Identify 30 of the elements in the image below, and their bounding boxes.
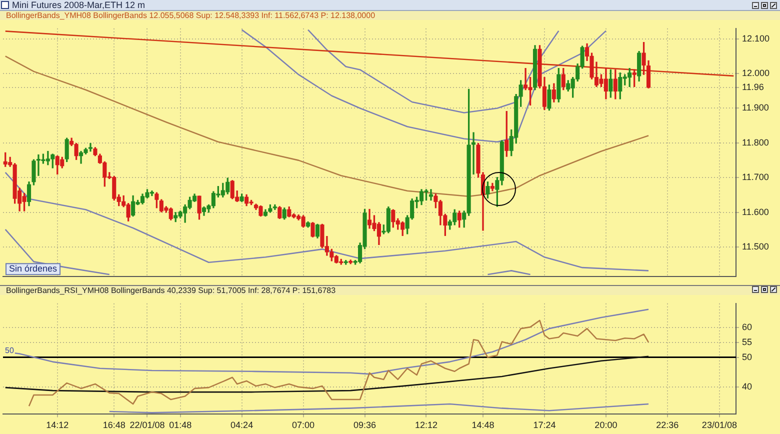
- y-tick-label: 60: [742, 322, 752, 332]
- annotation: Sin órdenes: [9, 264, 58, 274]
- y-tick-label: 40: [742, 382, 752, 392]
- y-tick-label: 11.96: [742, 82, 764, 92]
- x-tick-label: 22/01/08: [130, 420, 165, 430]
- y-tick-label: 50: [742, 352, 752, 362]
- x-tick-label: 04:24: [230, 420, 254, 430]
- x-tick-label: 20:00: [594, 420, 618, 430]
- x-tick-label: 14:48: [472, 420, 494, 430]
- x-tick-label: 22:36: [656, 420, 679, 430]
- x-tick-label: 09:36: [354, 420, 376, 430]
- x-tick-label: 14:12: [46, 420, 69, 430]
- y-tick-label: 11.500: [742, 242, 769, 252]
- y-tick-label: 11.900: [742, 102, 769, 113]
- y-tick-label: 55: [742, 336, 752, 347]
- chart-title: Mini Futures 2008-Mar,ETH 12 m: [12, 0, 146, 10]
- x-tick-label: 12:12: [414, 420, 438, 430]
- y-tick-label: 11.800: [742, 137, 769, 148]
- ref-line-label: 50: [5, 346, 14, 356]
- x-tick-label: 23/01/08: [702, 420, 737, 430]
- y-tick-label: 11.700: [742, 172, 769, 182]
- x-tick-label: 01:48: [169, 420, 192, 430]
- chart-subtitle: BollingerBands_YMH08 BollingerBands 12.055,5068 Sup: 12.548,3393 Inf: 11.562,6743 P: 12.138,0000: [6, 11, 376, 20]
- y-tick-label: 12.100: [742, 33, 770, 44]
- y-tick-label: 12.000: [742, 68, 770, 78]
- x-tick-label: 16:48: [102, 420, 126, 430]
- x-tick-label: 17:24: [533, 420, 556, 430]
- x-tick-label: 07:00: [292, 420, 315, 430]
- chart-title: BollingerBands_RSI_YMH08 BollingerBands 40,2339 Sup: 51,7005 Inf: 28,7674 P: 151,6783: [6, 286, 336, 295]
- y-tick-label: 11.600: [742, 206, 769, 217]
